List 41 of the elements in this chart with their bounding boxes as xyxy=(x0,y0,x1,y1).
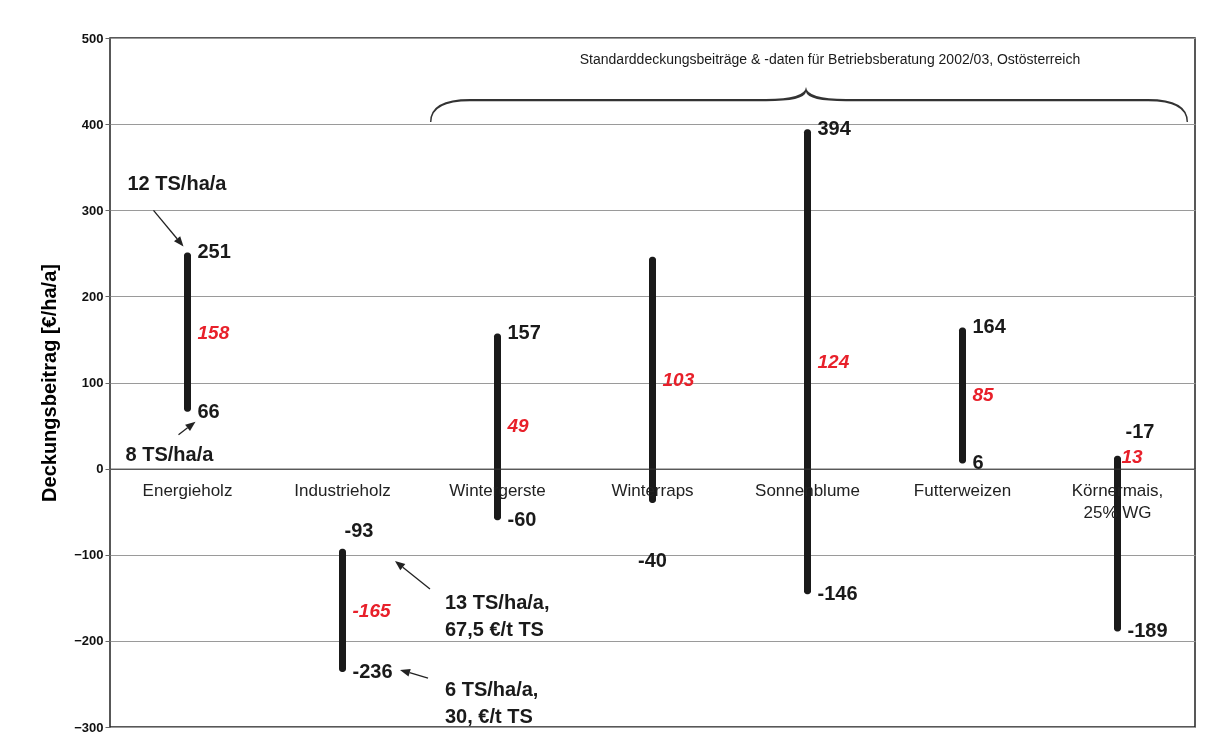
bar xyxy=(184,252,191,412)
annotation: 13 TS/ha/a, 67,5 €/t TS xyxy=(445,591,550,640)
annotation: 158 xyxy=(197,321,230,343)
annotation: -40 xyxy=(638,549,667,572)
y-tick-label: 0 xyxy=(96,461,104,477)
y-tick-label: −200 xyxy=(74,633,104,649)
annotation: -165 xyxy=(352,599,391,621)
annotation: -236 xyxy=(352,659,393,682)
annotation: 6 TS/ha/a, 30, €/t TS xyxy=(445,678,539,727)
bar xyxy=(339,548,346,672)
y-tick-label: −300 xyxy=(74,719,104,735)
x-tick-label: Futterweizen xyxy=(913,481,1012,501)
y-tick-label: 200 xyxy=(81,288,104,304)
x-tick-label: Industrieholz xyxy=(294,481,391,501)
annotation: 13 xyxy=(1121,446,1144,468)
annotation: 394 xyxy=(817,117,852,140)
annotation: 157 xyxy=(507,321,541,344)
annotation: -17 xyxy=(1125,419,1155,442)
annotation: 12 TS/ha/a xyxy=(127,172,228,195)
y-tick-label: 400 xyxy=(81,116,104,132)
y-tick-label: −100 xyxy=(74,547,104,563)
annotation: 66 xyxy=(197,399,220,422)
annotation: 85 xyxy=(972,384,995,406)
y-tick-label: 100 xyxy=(81,375,104,390)
annotation: 49 xyxy=(506,415,530,437)
annotation: 124 xyxy=(817,350,850,372)
annotation: -189 xyxy=(1127,619,1168,642)
x-tick-label: Energieholz xyxy=(142,481,233,501)
annotation: 103 xyxy=(662,368,695,390)
bar xyxy=(959,327,966,464)
y-axis-title: Deckungsbeitrag [€/ha/a] xyxy=(38,264,61,502)
annotation: 251 xyxy=(197,240,231,263)
annotation: -146 xyxy=(817,582,858,605)
annotation: -93 xyxy=(344,518,374,541)
annotation: -60 xyxy=(507,508,537,531)
y-tick-label: 300 xyxy=(81,202,104,218)
annotation: 8 TS/ha/a xyxy=(125,442,215,465)
annotation: Standarddeckungsbeiträge & -daten für Betriebsberatung 2002/03, Ostösterreich xyxy=(579,51,1081,67)
annotation: 6 xyxy=(972,451,984,474)
annotation: 164 xyxy=(972,315,1007,338)
y-tick-label: 500 xyxy=(81,30,104,46)
